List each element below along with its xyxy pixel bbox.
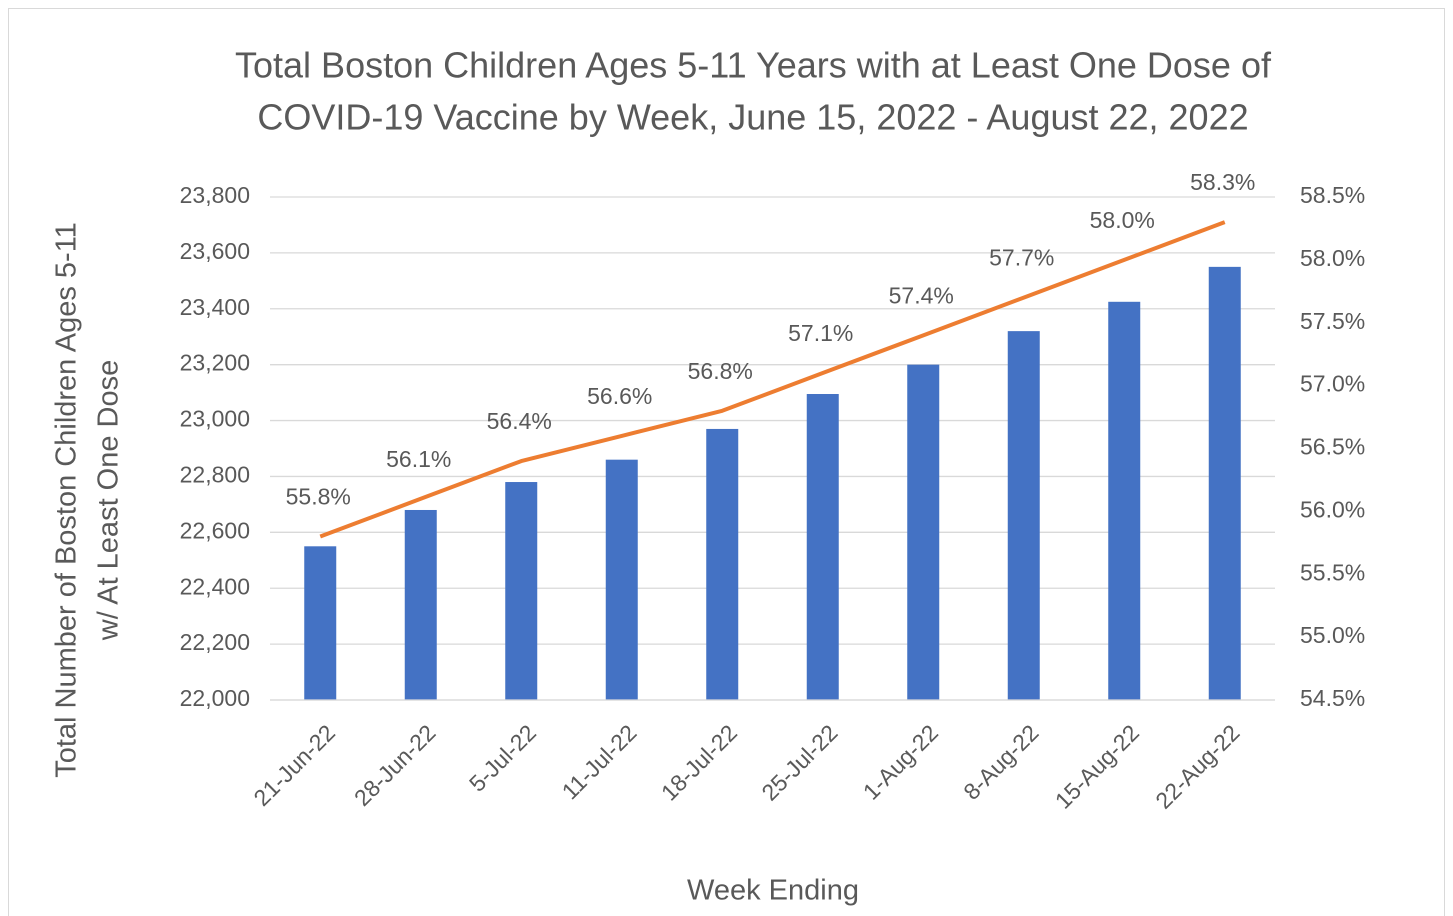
y-tick-label: 22,200 [180, 629, 250, 655]
bar [1007, 331, 1040, 700]
y-axis-title: Total Number of Boston Children Ages 5-1… [51, 222, 125, 778]
y2-tick-label: 55.0% [1300, 622, 1365, 648]
y2-tick-label: 56.0% [1300, 496, 1365, 522]
data-label: 58.0% [1090, 207, 1155, 233]
y-tick-label: 23,400 [180, 294, 250, 320]
y2-tick-label: 56.5% [1300, 434, 1365, 460]
data-label: 57.4% [889, 282, 954, 308]
bar [1108, 301, 1141, 700]
y2-tick-label: 58.5% [1300, 182, 1365, 208]
data-label: 56.4% [487, 408, 552, 434]
y-axis-title-line: Total Number of Boston Children Ages 5-1… [51, 222, 83, 778]
data-label: 56.6% [587, 383, 652, 409]
y2-tick-label: 57.0% [1300, 371, 1365, 397]
y-tick-label: 22,000 [180, 685, 250, 711]
data-label: 55.8% [286, 484, 351, 510]
data-label: 56.8% [688, 358, 753, 384]
bar [806, 394, 839, 700]
bar [404, 509, 437, 700]
y-tick-label: 22,800 [180, 462, 250, 488]
y-tick-label: 23,200 [180, 350, 250, 376]
bar [1208, 266, 1241, 700]
data-label: 57.1% [788, 320, 853, 346]
line [319, 220, 1226, 539]
y2-tick-label: 58.0% [1300, 245, 1365, 271]
data-label: 58.3% [1190, 169, 1255, 195]
bar [605, 459, 638, 700]
bar [505, 482, 538, 700]
y2-tick-label: 55.5% [1300, 559, 1365, 585]
bar [907, 364, 940, 700]
y-tick-label: 22,600 [180, 517, 250, 543]
y2-tick-label: 57.5% [1300, 308, 1365, 334]
y-tick-label: 23,600 [180, 238, 250, 264]
y2-tick-label: 54.5% [1300, 685, 1365, 711]
chart-title: COVID-19 Vaccine by Week, June 15, 2022 … [257, 97, 1248, 138]
chart-title: Total Boston Children Ages 5-11 Years wi… [235, 45, 1272, 86]
bar [304, 546, 337, 700]
y-axis-title-line: w/ At Least One Dose [93, 360, 125, 641]
y-tick-label: 23,000 [180, 406, 250, 432]
data-label: 57.7% [989, 245, 1054, 271]
data-label: 56.1% [386, 446, 451, 472]
y-tick-label: 23,800 [180, 182, 250, 208]
y-tick-label: 22,400 [180, 573, 250, 599]
x-axis-title: Week Ending [687, 875, 859, 907]
bar [706, 428, 739, 700]
